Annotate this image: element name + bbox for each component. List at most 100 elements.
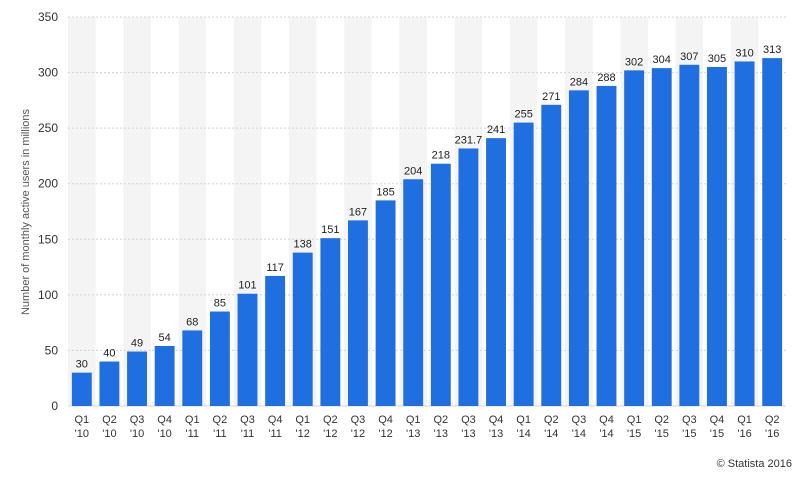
x-tick-quarter: Q1: [737, 414, 752, 426]
bar[interactable]: [734, 61, 755, 406]
x-tick-quarter: Q2: [765, 414, 780, 426]
data-label: 40: [103, 348, 115, 360]
x-tick-quarter: Q3: [240, 414, 255, 426]
y-tick-label: 250: [38, 121, 58, 135]
bar[interactable]: [348, 220, 368, 406]
column-shade: [68, 17, 96, 406]
x-tick-year: '13: [461, 428, 475, 440]
x-tick-year: '10: [75, 428, 89, 440]
x-tick-year: '14: [516, 428, 530, 440]
bar[interactable]: [403, 179, 424, 406]
x-tick-quarter: Q2: [102, 414, 117, 426]
x-tick-quarter: Q3: [461, 414, 476, 426]
data-label: 307: [680, 51, 698, 63]
data-label: 101: [238, 280, 256, 292]
data-label: 54: [159, 332, 171, 344]
bar[interactable]: [458, 148, 479, 406]
y-tick-label: 50: [45, 343, 59, 357]
x-tick-quarter: Q1: [627, 414, 642, 426]
bar[interactable]: [486, 138, 506, 406]
statista-credit[interactable]: © Statista 2016: [716, 458, 792, 470]
x-tick-year: '15: [655, 428, 669, 440]
bar[interactable]: [375, 200, 396, 406]
bar[interactable]: [707, 67, 727, 406]
x-tick-quarter: Q2: [544, 414, 559, 426]
data-label: 218: [432, 150, 450, 162]
x-tick-quarter: Q1: [185, 414, 200, 426]
x-tick-quarter: Q4: [599, 414, 614, 426]
bar[interactable]: [624, 70, 645, 406]
x-tick-quarter: Q4: [268, 414, 283, 426]
x-tick-year: '14: [599, 428, 613, 440]
x-axis-ticks: Q1 '10 Q2 '10 Q3 '10 Q4 '10 Q1 '11 Q2 '11 Q3 '11 Q4 '11…: [74, 414, 779, 440]
bar[interactable]: [99, 361, 120, 406]
data-label: 85: [214, 298, 226, 310]
bar[interactable]: [237, 293, 258, 406]
x-tick-quarter: Q2: [323, 414, 338, 426]
bar[interactable]: [292, 252, 313, 406]
x-tick-quarter: Q4: [710, 414, 725, 426]
y-tick-label: 350: [38, 10, 58, 24]
x-tick-year: '13: [406, 428, 420, 440]
x-tick-year: '16: [765, 428, 779, 440]
bar[interactable]: [265, 275, 286, 406]
x-tick-quarter: Q1: [516, 414, 531, 426]
bar[interactable]: [154, 345, 175, 406]
data-label: 117: [266, 262, 284, 274]
x-tick-year: '14: [572, 428, 586, 440]
data-label: 49: [131, 338, 143, 350]
data-label: 68: [186, 316, 198, 328]
bar[interactable]: [209, 311, 230, 406]
bar[interactable]: [127, 351, 147, 406]
data-label: 255: [514, 109, 532, 121]
x-tick-quarter: Q2: [213, 414, 228, 426]
data-label: 305: [708, 53, 726, 65]
data-labels: 30 40 49 54 68 85 101 117 138 151 167 185 204 218 231.…: [76, 44, 782, 371]
y-tick-label: 0: [51, 399, 58, 413]
x-tick-year: '10: [130, 428, 144, 440]
bar[interactable]: [430, 163, 451, 406]
x-tick-year: '13: [489, 428, 503, 440]
x-tick-quarter: Q4: [378, 414, 393, 426]
bar[interactable]: [71, 372, 92, 406]
data-label: 138: [294, 239, 312, 251]
bar[interactable]: [596, 85, 617, 406]
x-tick-year: '11: [186, 428, 200, 440]
x-tick-year: '12: [323, 428, 337, 440]
x-tick-year: '11: [241, 428, 255, 440]
data-label: 231.7: [455, 134, 483, 146]
y-axis-title: Number of monthly active users in millio…: [20, 108, 32, 315]
x-tick-year: '11: [213, 428, 227, 440]
x-tick-quarter: Q3: [351, 414, 366, 426]
data-label: 304: [653, 54, 671, 66]
y-tick-label: 200: [38, 177, 58, 191]
x-tick-year: '12: [378, 428, 392, 440]
bar[interactable]: [320, 238, 341, 406]
data-label: 284: [570, 76, 588, 88]
bar[interactable]: [182, 330, 203, 406]
data-label: 185: [376, 186, 394, 198]
x-tick-year: '10: [157, 428, 171, 440]
x-tick-year: '10: [102, 428, 116, 440]
data-label: 30: [76, 359, 88, 371]
bar[interactable]: [513, 122, 534, 406]
x-tick-quarter: Q1: [295, 414, 310, 426]
bar[interactable]: [762, 58, 783, 406]
x-tick-quarter: Q2: [654, 414, 669, 426]
column-shade: [123, 17, 151, 406]
data-label: 310: [735, 47, 753, 59]
bar[interactable]: [568, 90, 589, 407]
bar[interactable]: [651, 68, 672, 406]
x-tick-quarter: Q3: [130, 414, 145, 426]
x-tick-year: '15: [682, 428, 696, 440]
x-tick-year: '12: [296, 428, 310, 440]
x-tick-quarter: Q2: [433, 414, 448, 426]
data-label: 204: [404, 165, 422, 177]
data-label: 302: [625, 56, 643, 68]
data-label: 167: [349, 206, 367, 218]
bar[interactable]: [679, 64, 700, 406]
data-label: 288: [597, 72, 615, 84]
bars: [71, 58, 783, 407]
bar[interactable]: [541, 104, 562, 406]
